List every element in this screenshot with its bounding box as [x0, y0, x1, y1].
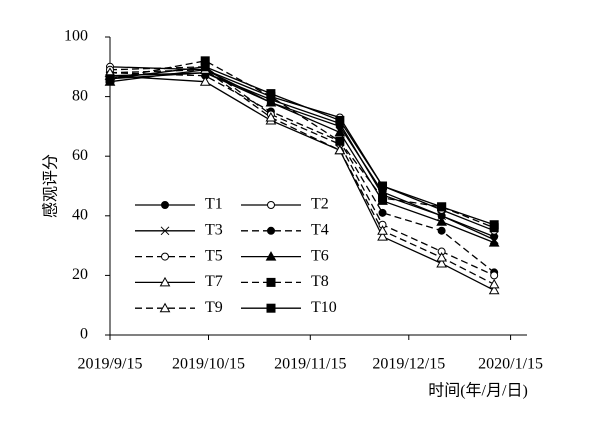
marker: [488, 237, 500, 247]
legend-label: T4: [311, 221, 329, 238]
y-tick-label: 80: [72, 87, 88, 104]
marker: [267, 201, 275, 209]
series-line: [109, 66, 495, 226]
legend-label: T10: [311, 299, 337, 316]
x-axis-title: 时间(年/月/日): [428, 382, 528, 400]
marker: [265, 111, 277, 122]
marker: [159, 276, 171, 287]
marker: [105, 74, 115, 84]
legend-label: T8: [311, 273, 329, 290]
legend-label: T7: [205, 273, 223, 290]
x-tick-label: 2019/12/15: [372, 356, 445, 373]
x-tick-label: 2019/9/15: [78, 356, 143, 373]
y-tick-label: 60: [72, 147, 88, 164]
marker: [378, 193, 388, 203]
marker: [488, 278, 500, 289]
y-tick-label: 40: [72, 206, 88, 223]
legend-label: T9: [205, 299, 223, 316]
series-line: [109, 69, 495, 285]
y-tick-label: 100: [64, 28, 88, 45]
y-tick-label: 0: [80, 326, 88, 343]
marker: [160, 226, 170, 236]
marker: [335, 115, 345, 125]
legend-label: T6: [311, 247, 329, 264]
marker: [161, 252, 169, 261]
legend-label: T1: [205, 196, 223, 213]
marker: [488, 284, 500, 295]
x-tick-label: 2020/1/15: [478, 356, 543, 373]
marker: [377, 225, 388, 235]
marker: [266, 303, 276, 313]
series-line: [109, 72, 495, 238]
marker: [378, 208, 387, 217]
marker: [161, 201, 169, 209]
marker: [437, 211, 446, 221]
legend-label: T3: [205, 221, 223, 238]
marker: [335, 136, 345, 146]
marker: [436, 252, 447, 262]
y-tick-label: 20: [72, 266, 88, 283]
legend-label: T5: [205, 247, 223, 264]
x-tick-label: 2019/10/15: [172, 356, 245, 373]
series-line: [109, 72, 495, 241]
y-axis-title: 感观评分: [42, 154, 60, 218]
marker: [437, 226, 446, 235]
marker: [267, 226, 275, 235]
marker: [334, 126, 346, 137]
marker: [377, 231, 388, 241]
marker: [266, 277, 276, 287]
marker: [200, 62, 210, 72]
series-line: [109, 66, 495, 276]
marker: [334, 144, 346, 155]
series-line: [109, 72, 495, 273]
marker: [378, 181, 388, 191]
marker: [266, 89, 276, 99]
marker: [436, 216, 447, 226]
marker: [159, 302, 171, 313]
marker: [490, 271, 499, 280]
marker: [199, 76, 211, 86]
marker: [265, 251, 277, 261]
x-tick-label: 2019/11/15: [274, 356, 346, 373]
legend-label: T2: [311, 196, 329, 213]
series-line: [109, 69, 495, 244]
marker: [436, 257, 447, 268]
marker: [265, 97, 277, 107]
marker: [437, 202, 447, 212]
marker: [489, 220, 499, 230]
